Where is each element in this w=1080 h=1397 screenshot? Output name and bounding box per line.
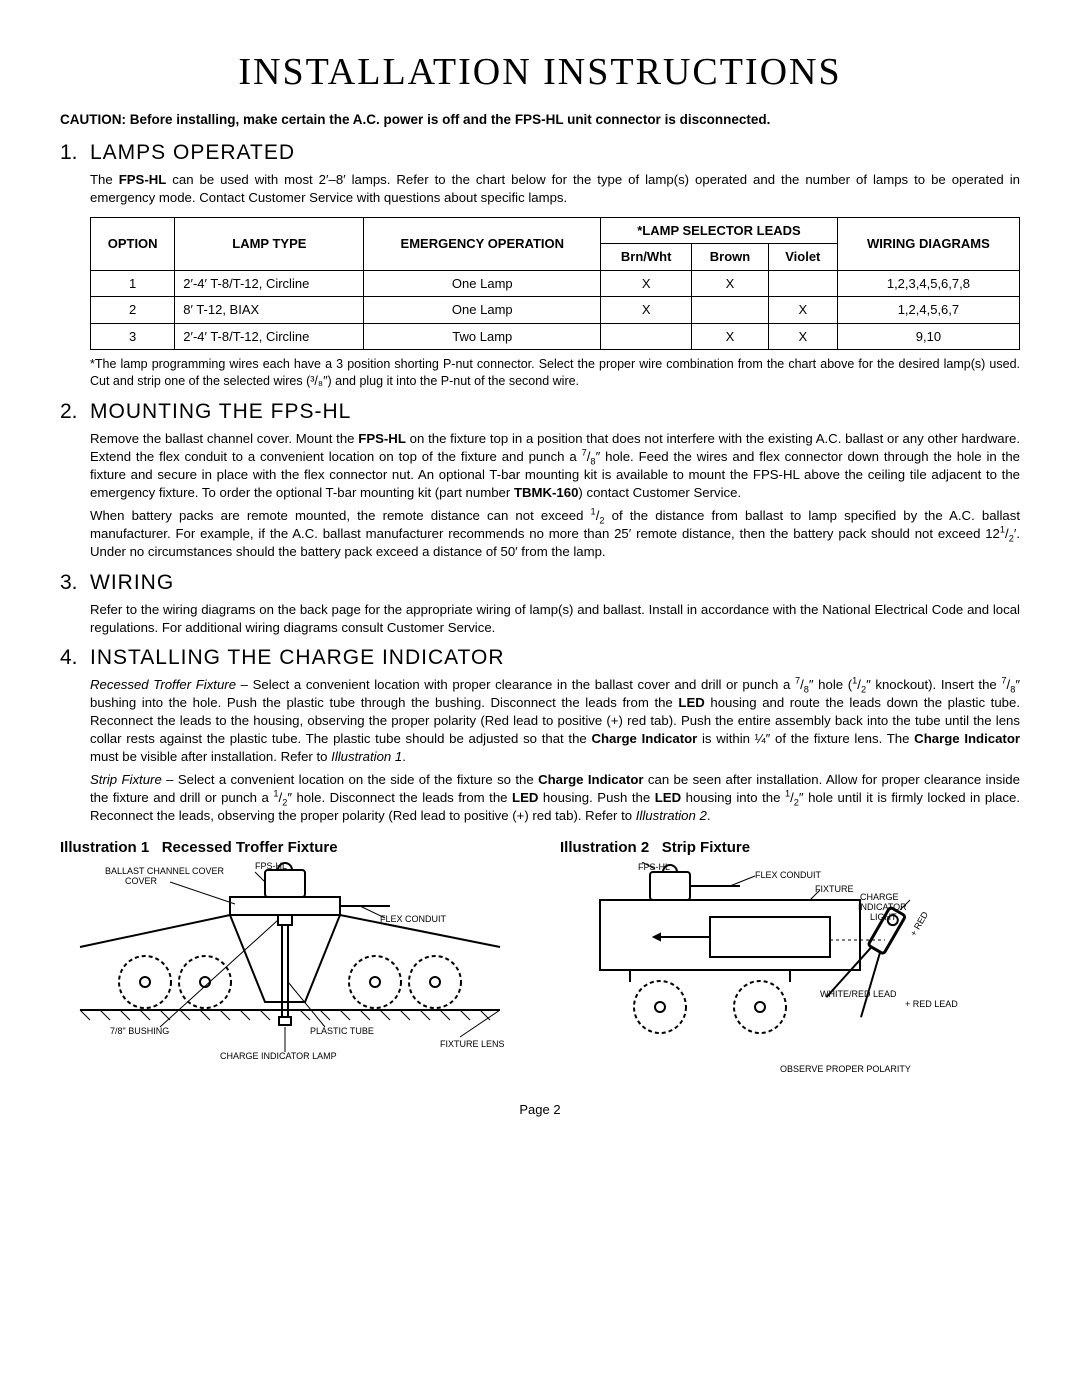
cell: X — [601, 270, 692, 297]
section-1-intro: The FPS-HL can be used with most 2′–8′ l… — [90, 171, 1020, 207]
label-charge: CHARGE INDICATOR LAMP — [220, 1051, 337, 1061]
section-2-num: 2. — [60, 400, 90, 424]
cell: 1,2,3,4,5,6,7,8 — [837, 270, 1019, 297]
caution-text: CAUTION: Before installing, make certain… — [60, 112, 1020, 127]
section-4-num: 4. — [60, 646, 90, 670]
svg-text:INDICATOR: INDICATOR — [858, 902, 907, 912]
section-2-p1: Remove the ballast channel cover. Mount … — [90, 430, 1020, 501]
label-ballast: BALLAST CHANNEL COVER — [105, 866, 225, 876]
illus-2-svg: FPS-HL FLEX CONDUIT FIXTURE CHARGE INDIC… — [560, 862, 980, 1082]
cell: One Lamp — [364, 270, 601, 297]
label2-polarity: OBSERVE PROPER POLARITY — [780, 1064, 911, 1074]
section-4-p1: Recessed Troffer Fixture – Select a conv… — [90, 676, 1020, 765]
illustration-2: Illustration 2 Strip Fixture — [560, 839, 1020, 1082]
label2-lead1: WHITE/RED LEAD — [820, 989, 897, 999]
cell: X — [692, 323, 769, 350]
th-brown: Brown — [692, 244, 769, 271]
cell: 1 — [91, 270, 175, 297]
cell: 1,2,4,5,6,7 — [837, 297, 1019, 324]
cell: 2′-4′ T-8/T-12, Circline — [175, 323, 364, 350]
illustration-1: Illustration 1 Recessed Troffer Fixture — [60, 839, 520, 1082]
th-emergency: EMERGENCY OPERATION — [364, 217, 601, 270]
cell: 9,10 — [837, 323, 1019, 350]
cell: 3 — [91, 323, 175, 350]
caution-bold: CAUTION: Before installing, make certain… — [60, 112, 770, 127]
illustrations: Illustration 1 Recessed Troffer Fixture — [60, 839, 1020, 1082]
label2-lead2: + RED LEAD — [905, 999, 958, 1009]
th-brnwht: Brn/Wht — [601, 244, 692, 271]
cell: X — [768, 323, 837, 350]
illus-1-title: Illustration 1 Recessed Troffer Fixture — [60, 839, 520, 856]
th-lamp-type: LAMP TYPE — [175, 217, 364, 270]
section-2-title: MOUNTING THE FPS-HL — [90, 400, 351, 424]
section-2-p2: When battery packs are remote mounted, t… — [90, 507, 1020, 560]
section-4-p2: Strip Fixture – Select a convenient loca… — [90, 771, 1020, 824]
illus-1-svg: BALLAST CHANNEL COVER COVER FPS-HL FLEX … — [60, 862, 520, 1062]
section-4-header: 4. INSTALLING THE CHARGE INDICATOR — [60, 646, 1020, 670]
section-2-body: Remove the ballast channel cover. Mount … — [90, 430, 1020, 561]
label-fpshl: FPS-HL — [255, 862, 287, 871]
th-violet: Violet — [768, 244, 837, 271]
table-row: 3 2′-4′ T-8/T-12, Circline Two Lamp X X … — [91, 323, 1020, 350]
cell — [692, 297, 769, 324]
page-number: Page 2 — [60, 1102, 1020, 1117]
section-3-p1: Refer to the wiring diagrams on the back… — [90, 601, 1020, 637]
illus-2-title: Illustration 2 Strip Fixture — [560, 839, 1020, 856]
table-row: 1 2′-4′ T-8/T-12, Circline One Lamp X X … — [91, 270, 1020, 297]
label2-fixture: FIXTURE — [815, 884, 854, 894]
section-2-header: 2. MOUNTING THE FPS-HL — [60, 400, 1020, 424]
label-lens: FIXTURE LENS — [440, 1039, 505, 1049]
section-1-title: LAMPS OPERATED — [90, 141, 295, 165]
cell: X — [768, 297, 837, 324]
label-flex: FLEX CONDUIT — [380, 914, 447, 924]
table-footnote: *The lamp programming wires each have a … — [90, 356, 1020, 390]
cell — [768, 270, 837, 297]
section-1-body: The FPS-HL can be used with most 2′–8′ l… — [90, 171, 1020, 390]
illus-2-name: Strip Fixture — [662, 839, 750, 856]
section-1-num: 1. — [60, 141, 90, 165]
cell: X — [692, 270, 769, 297]
section-1-header: 1. LAMPS OPERATED — [60, 141, 1020, 165]
cell: 2 — [91, 297, 175, 324]
label2-fpshl: FPS-HL — [638, 862, 670, 872]
th-option: OPTION — [91, 217, 175, 270]
cell: X — [601, 297, 692, 324]
label2-red: + RED — [908, 909, 930, 938]
lamp-table: OPTION LAMP TYPE EMERGENCY OPERATION *LA… — [90, 217, 1020, 351]
illus-1-num: Illustration 1 — [60, 839, 149, 856]
th-selector: *LAMP SELECTOR LEADS — [601, 217, 838, 244]
cell: Two Lamp — [364, 323, 601, 350]
svg-text:LIGHT: LIGHT — [870, 912, 897, 922]
cell: One Lamp — [364, 297, 601, 324]
svg-text:COVER: COVER — [125, 876, 158, 886]
svg-text:CHARGE: CHARGE — [860, 892, 899, 902]
table-row: 2 8′ T-12, BIAX One Lamp X X 1,2,4,5,6,7 — [91, 297, 1020, 324]
section-3-num: 3. — [60, 571, 90, 595]
page-title: INSTALLATION INSTRUCTIONS — [60, 50, 1020, 94]
cell: 8′ T-12, BIAX — [175, 297, 364, 324]
table-header-row: OPTION LAMP TYPE EMERGENCY OPERATION *LA… — [91, 217, 1020, 244]
section-3-title: WIRING — [90, 571, 174, 595]
section-4-title: INSTALLING THE CHARGE INDICATOR — [90, 646, 505, 670]
illus-1-name: Recessed Troffer Fixture — [162, 839, 338, 856]
label2-flex: FLEX CONDUIT — [755, 870, 822, 880]
label-plastic: PLASTIC TUBE — [310, 1026, 374, 1036]
cell: 2′-4′ T-8/T-12, Circline — [175, 270, 364, 297]
section-3-header: 3. WIRING — [60, 571, 1020, 595]
cell — [601, 323, 692, 350]
label-bushing: 7/8" BUSHING — [110, 1026, 169, 1036]
section-3-body: Refer to the wiring diagrams on the back… — [90, 601, 1020, 637]
th-wiring: WIRING DIAGRAMS — [837, 217, 1019, 270]
section-4-body: Recessed Troffer Fixture – Select a conv… — [90, 676, 1020, 825]
illus-2-num: Illustration 2 — [560, 839, 649, 856]
